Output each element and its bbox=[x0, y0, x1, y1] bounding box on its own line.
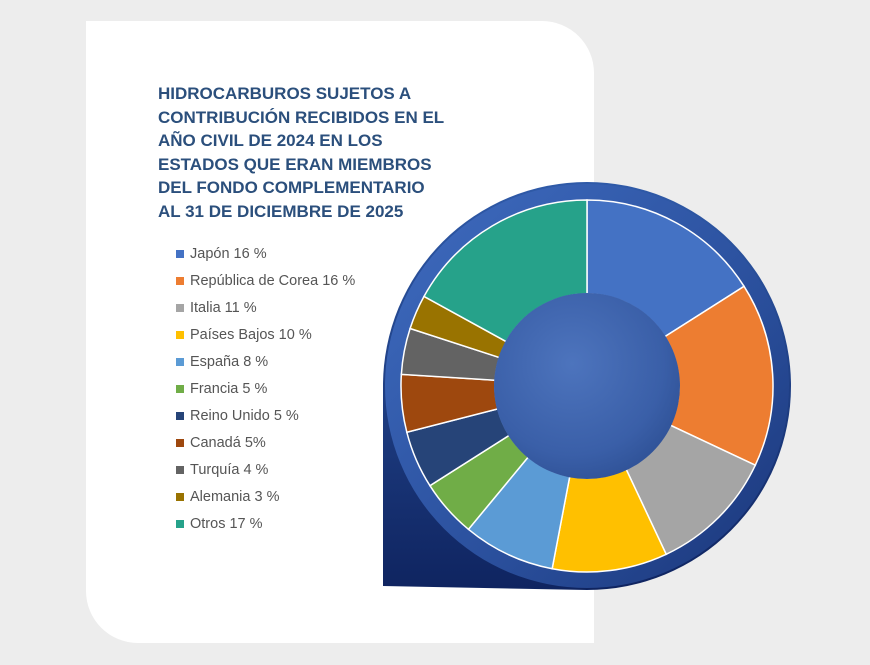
legend-swatch bbox=[176, 411, 184, 420]
legend-label: Japón 16 % bbox=[190, 245, 267, 262]
chart-legend: Japón 16 % República de Corea 16 % Italia … bbox=[176, 240, 355, 537]
legend-item: Italia 11 % bbox=[176, 294, 355, 321]
pie-slice bbox=[663, 285, 774, 467]
legend-item: Reino Unido 5 % bbox=[176, 402, 355, 429]
legend-item: Otros 17 % bbox=[176, 510, 355, 537]
legend-label: República de Corea 16 % bbox=[190, 272, 356, 289]
legend-label: España 8 % bbox=[190, 353, 269, 370]
legend-swatch bbox=[176, 357, 184, 366]
pie-slice bbox=[625, 424, 757, 556]
legend-item: Canadá 5% bbox=[176, 429, 355, 456]
legend-item: República de Corea 16 % bbox=[176, 267, 355, 294]
legend-label: Reino Unido 5 % bbox=[190, 407, 299, 424]
legend-swatch bbox=[176, 330, 184, 339]
legend-item: Alemania 3 % bbox=[176, 483, 355, 510]
legend-swatch bbox=[176, 438, 184, 447]
legend-swatch bbox=[176, 465, 184, 474]
legend-label: Italia 11 % bbox=[190, 299, 257, 316]
legend-swatch bbox=[176, 492, 184, 501]
legend-swatch bbox=[176, 303, 184, 312]
legend-label: Francia 5 % bbox=[190, 380, 268, 397]
legend-item: Turquía 4 % bbox=[176, 456, 355, 483]
legend-label: Países Bajos 10 % bbox=[190, 326, 312, 343]
legend-item: Japón 16 % bbox=[176, 240, 355, 267]
chart-title: HIDROCARBUROS SUJETOS A CONTRIBUCIÓN REC… bbox=[158, 84, 445, 221]
legend-item: España 8 % bbox=[176, 348, 355, 375]
legend-item: Países Bajos 10 % bbox=[176, 321, 355, 348]
legend-label: Alemania 3 % bbox=[190, 488, 280, 505]
legend-swatch bbox=[176, 249, 184, 258]
legend-swatch bbox=[176, 519, 184, 528]
pie-slice bbox=[586, 199, 746, 338]
legend-label: Otros 17 % bbox=[190, 515, 263, 532]
legend-swatch bbox=[176, 276, 184, 285]
legend-label: Canadá 5% bbox=[190, 434, 266, 451]
legend-label: Turquía 4 % bbox=[190, 461, 269, 478]
legend-swatch bbox=[176, 384, 184, 393]
legend-item: Francia 5 % bbox=[176, 375, 355, 402]
